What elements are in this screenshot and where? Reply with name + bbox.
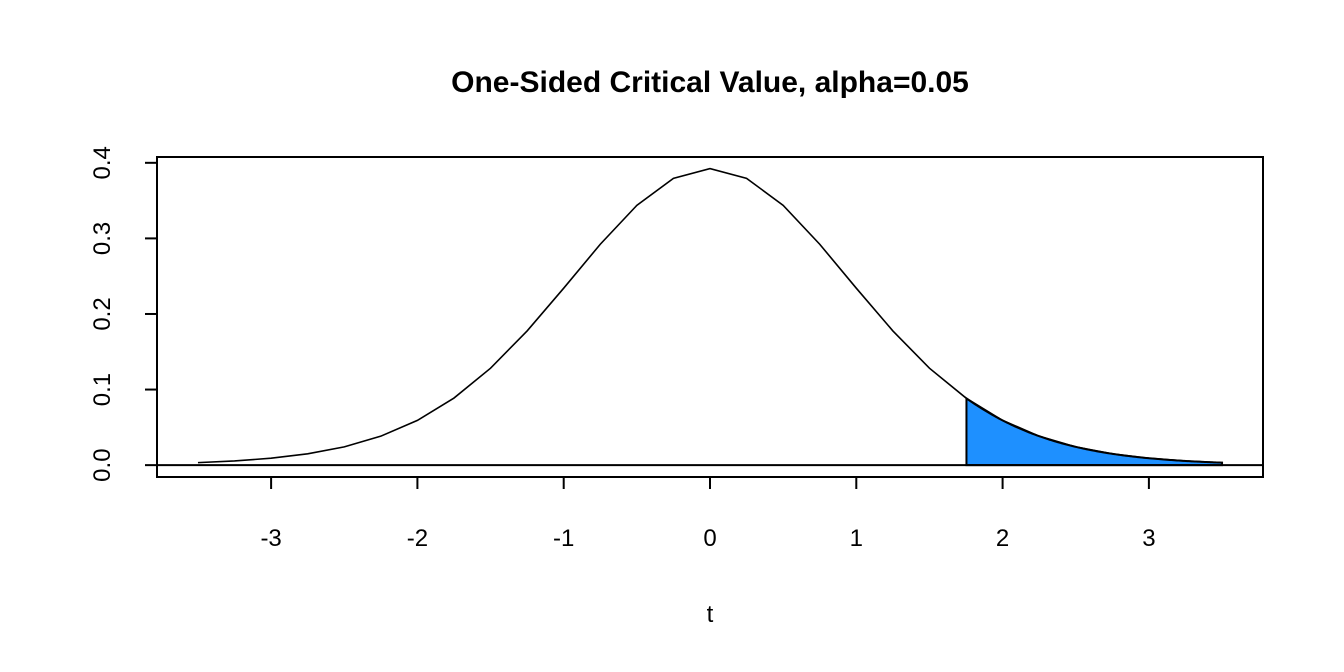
y-tick-label: 0.1: [89, 373, 116, 406]
y-tick-label: 0.4: [89, 146, 116, 179]
y-tick-label: 0.0: [89, 448, 116, 481]
x-tick-label: -2: [407, 525, 428, 552]
x-tick-label: 1: [850, 525, 863, 552]
x-tick-label: -1: [553, 525, 574, 552]
chart-title: One-Sided Critical Value, alpha=0.05: [451, 66, 969, 99]
y-tick-label: 0.3: [89, 222, 116, 255]
x-tick-label: 0: [703, 525, 716, 552]
x-tick-label: 3: [1142, 525, 1155, 552]
plot-frame: [156, 156, 1264, 478]
density-curve: [197, 167, 1223, 464]
x-tick-label: 2: [996, 525, 1009, 552]
x-axis-label: t: [707, 601, 714, 628]
y-tick-label: 0.2: [89, 297, 116, 330]
rejection-region: [965, 396, 1224, 467]
x-tick-label: -3: [260, 525, 281, 552]
